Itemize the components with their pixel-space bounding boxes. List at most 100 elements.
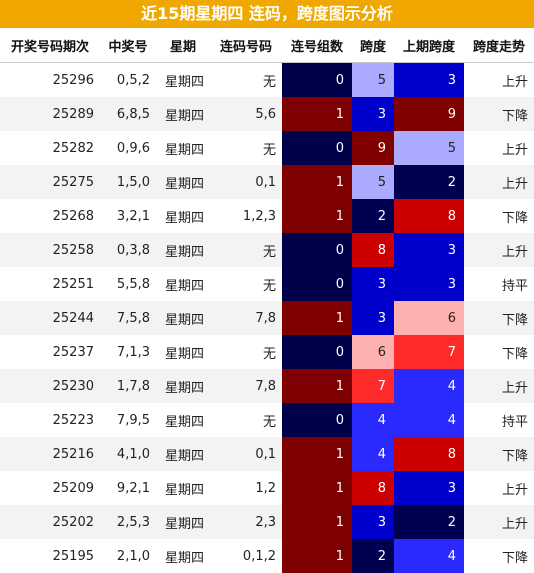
period-cell: 25251	[52, 276, 94, 292]
consecutive-cell: 无	[262, 278, 276, 294]
period-cell: 25195	[52, 548, 94, 564]
groups-cell: 1	[282, 165, 352, 199]
table-row: 25202 2,5,3 星期四 2,3 1 3 2 上升	[0, 505, 534, 539]
groups-cell: 1	[282, 471, 352, 505]
groups-cell: 0	[282, 403, 352, 437]
span-cell: 8	[352, 233, 394, 267]
weekday-cell: 星期四	[164, 278, 204, 294]
period-cell: 25275	[0, 165, 100, 199]
table-row: 25244 7,5,8 星期四 7,8 1 3 6 下降	[0, 301, 534, 335]
period-cell: 25237	[52, 344, 94, 360]
trend-cell: 持平	[501, 414, 528, 430]
prev-span-cell: 4	[394, 369, 464, 403]
groups-cell: 1	[282, 97, 352, 131]
prev-span-cell: 3	[394, 267, 464, 301]
period-cell: 25244	[0, 301, 100, 335]
table-row: 25251 5,5,8 星期四无 0 3 3 持平	[0, 267, 534, 301]
weekday-cell: 星期四	[156, 369, 210, 403]
weekday-cell: 星期四	[156, 505, 210, 539]
numbers-cell: 2,5,3	[100, 505, 156, 539]
trend-cell: 下降	[501, 346, 528, 362]
groups-cell: 1	[282, 301, 352, 335]
span-cell: 2	[352, 539, 394, 573]
table-row: 25258 0,3,8 星期四无 0 8 3 上升	[0, 233, 534, 267]
weekday-cell: 星期四	[156, 233, 210, 267]
consecutive-cell: 2,3	[210, 505, 282, 539]
span-cell: 6	[352, 335, 394, 369]
trend-cell: 上升	[501, 74, 528, 90]
trend-cell: 上升	[464, 505, 534, 539]
consecutive-cell: 5,6	[210, 97, 282, 131]
page-title: 近15期星期四 连码，跨度图示分析	[0, 0, 534, 28]
period-cell: 25258	[0, 233, 100, 267]
numbers-cell: 0,9,6	[116, 140, 150, 156]
numbers-cell: 4,1,0	[100, 437, 156, 471]
consecutive-cell: 无	[262, 346, 276, 362]
prev-span-cell: 3	[394, 471, 464, 505]
col-header-trend: 跨度走势	[464, 28, 534, 63]
period-cell: 25230	[0, 369, 100, 403]
col-header-consecutive: 连码号码	[210, 28, 282, 63]
trend-cell: 下降	[464, 301, 534, 335]
prev-span-cell: 3	[394, 62, 464, 97]
groups-cell: 0	[282, 233, 352, 267]
consecutive-cell: 无	[262, 142, 276, 158]
table-row: 25282 0,9,6 星期四 无 0 9 5 上升	[0, 131, 534, 165]
trend-cell: 上升	[464, 165, 534, 199]
period-cell: 25202	[0, 505, 100, 539]
span-cell: 7	[352, 369, 394, 403]
col-header-prev-span: 上期跨度	[394, 28, 464, 63]
numbers-cell: 5,5,8	[116, 276, 150, 292]
weekday-cell: 星期四	[164, 74, 204, 90]
numbers-cell: 1,5,0	[100, 165, 156, 199]
groups-cell: 0	[282, 131, 352, 165]
table-row: 25209 9,2,1 星期四 1,2 1 8 3 上升	[0, 471, 534, 505]
trend-cell: 上升	[464, 369, 534, 403]
prev-span-cell: 6	[394, 301, 464, 335]
weekday-cell: 星期四	[164, 346, 204, 362]
weekday-cell: 星期四	[156, 165, 210, 199]
numbers-cell: 7,1,3	[116, 344, 150, 360]
prev-span-cell: 5	[394, 131, 464, 165]
prev-span-cell: 4	[394, 539, 464, 573]
span-cell: 9	[352, 131, 394, 165]
table-row: 25296 0,5,2 星期四 无 0 5 3 上升	[0, 62, 534, 97]
table-row: 25268 3,2,1 星期四 1,2,3 1 2 8 下降	[0, 199, 534, 233]
prev-span-cell: 8	[394, 199, 464, 233]
trend-cell: 上升	[464, 233, 534, 267]
span-cell: 3	[352, 97, 394, 131]
table-row: 25275 1,5,0 星期四 0,1 1 5 2 上升	[0, 165, 534, 199]
weekday-cell: 星期四	[156, 97, 210, 131]
prev-span-cell: 2	[394, 165, 464, 199]
trend-cell: 下降	[501, 550, 528, 566]
consecutive-cell: 1,2	[255, 480, 276, 496]
analysis-table: 开奖号码期次 中奖号 星期 连码号码 连号组数 跨度 上期跨度 跨度走势 252…	[0, 28, 534, 573]
col-header-numbers: 中奖号	[100, 28, 156, 63]
groups-cell: 1	[282, 199, 352, 233]
col-header-weekday: 星期	[156, 28, 210, 63]
consecutive-cell: 无	[262, 74, 276, 90]
numbers-cell: 1,7,8	[100, 369, 156, 403]
col-header-span: 跨度	[352, 28, 394, 63]
weekday-cell: 星期四	[164, 550, 204, 566]
weekday-cell: 星期四	[164, 142, 204, 158]
period-cell: 25282	[52, 140, 94, 156]
table-row: 25195 2,1,0 星期四 0,1,2 1 2 4 下降	[0, 539, 534, 573]
period-cell: 25216	[0, 437, 100, 471]
groups-cell: 0	[282, 62, 352, 97]
trend-cell: 下降	[464, 97, 534, 131]
span-cell: 5	[352, 165, 394, 199]
groups-cell: 1	[282, 437, 352, 471]
numbers-cell: 2,1,0	[116, 548, 150, 564]
consecutive-cell: 0,1,2	[242, 548, 276, 564]
trend-cell: 下降	[464, 437, 534, 471]
col-header-period: 开奖号码期次	[0, 28, 100, 63]
prev-span-cell: 8	[394, 437, 464, 471]
consecutive-cell: 7,8	[210, 301, 282, 335]
period-cell: 25268	[52, 208, 94, 224]
span-cell: 4	[352, 403, 394, 437]
span-cell: 3	[352, 505, 394, 539]
groups-cell: 0	[282, 335, 352, 369]
consecutive-cell: 1,2,3	[242, 208, 276, 224]
trend-cell: 上升	[501, 482, 528, 498]
